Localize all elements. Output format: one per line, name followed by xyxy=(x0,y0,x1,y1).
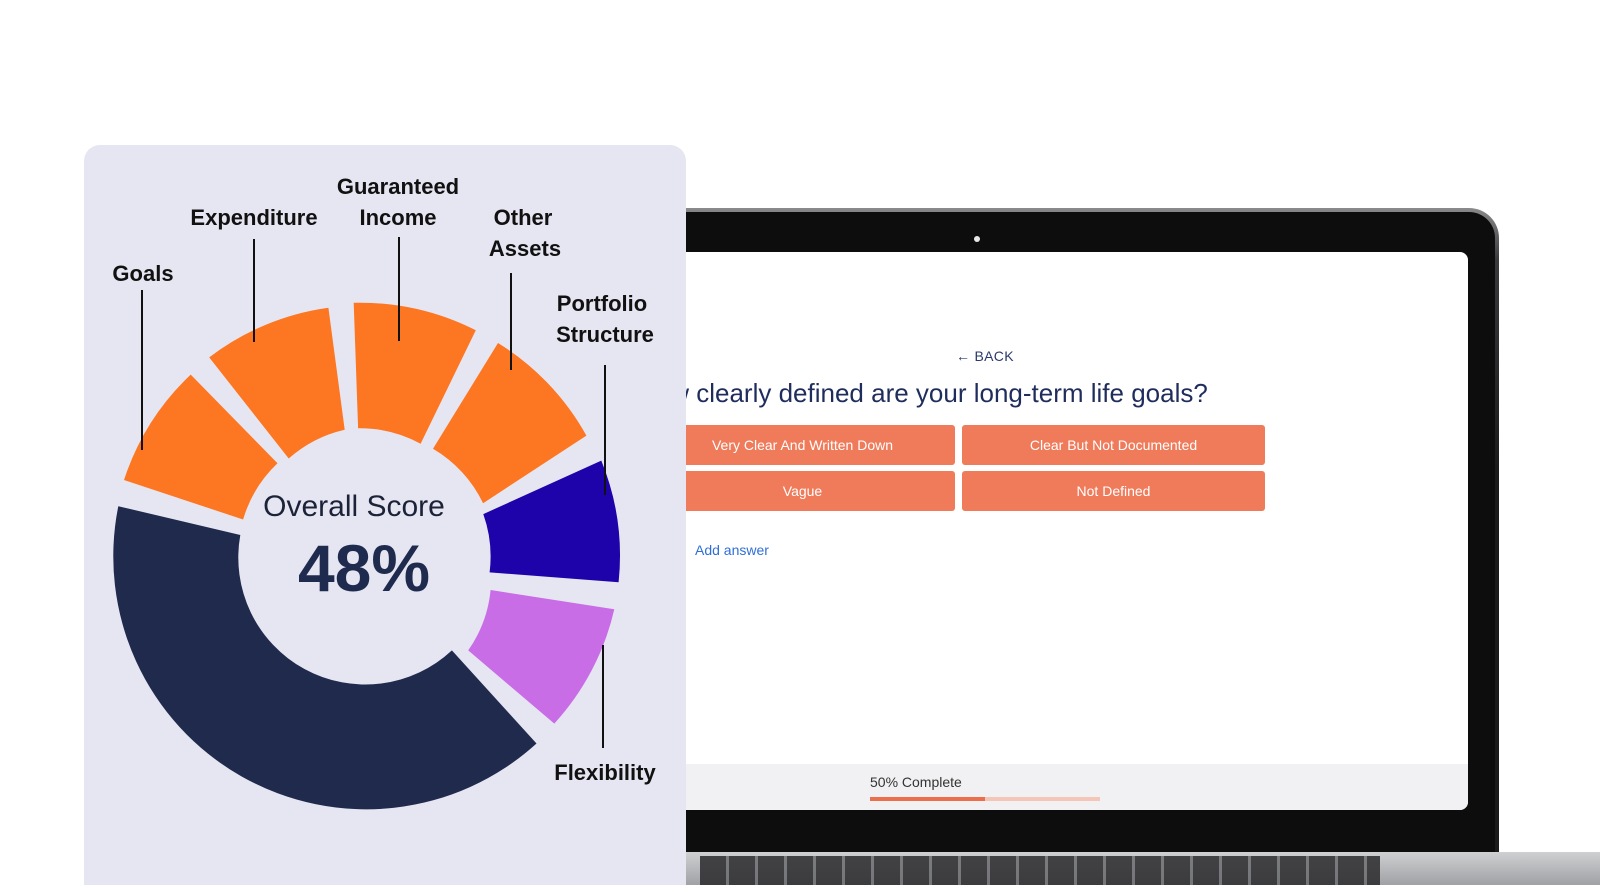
back-button[interactable]: ← BACK xyxy=(956,348,1014,364)
segment-overall xyxy=(113,506,537,810)
segment-other-assets xyxy=(433,343,587,504)
progress-bar xyxy=(870,797,1100,801)
arrow-left-icon: ← xyxy=(956,348,971,364)
laptop-keyboard xyxy=(700,856,1380,885)
progress-label: 50% Complete xyxy=(870,774,962,790)
label-other-assets-line2: Assets xyxy=(489,236,561,261)
segment-portfolio-structure xyxy=(483,460,620,583)
laptop-camera xyxy=(974,236,980,242)
label-guaranteed-income-line2: Income xyxy=(359,205,436,230)
answer-button-clear-not-documented[interactable]: Clear But Not Documented xyxy=(962,425,1265,465)
laptop-screen: ← BACK low clearly defined are your long… xyxy=(590,252,1468,810)
segment-expenditure xyxy=(209,307,345,459)
segment-guaranteed-income xyxy=(353,302,476,444)
overall-score-title: Overall Score xyxy=(263,490,445,523)
label-guaranteed-income-line1: Guaranteed xyxy=(337,174,459,199)
score-donut-chart: Goals Expenditure Guaranteed Income Othe… xyxy=(112,174,656,810)
back-label: BACK xyxy=(974,348,1014,364)
label-flexibility: Flexibility xyxy=(554,760,656,785)
label-expenditure: Expenditure xyxy=(190,205,317,230)
question-title: low clearly defined are your long-term l… xyxy=(650,378,1208,408)
progress-bar-fill xyxy=(870,797,985,801)
answer-button-vague[interactable]: Vague xyxy=(650,471,955,511)
segment-goals xyxy=(124,374,278,520)
segment-flexibility xyxy=(468,590,615,724)
label-goals: Goals xyxy=(112,261,173,286)
answer-button-very-clear[interactable]: Very Clear And Written Down xyxy=(650,425,955,465)
label-portfolio-structure-line2: Structure xyxy=(556,322,654,347)
progress-footer: 50% Complete xyxy=(590,764,1468,810)
add-answer-link[interactable]: Add answer xyxy=(695,542,769,558)
answer-button-not-defined[interactable]: Not Defined xyxy=(962,471,1265,511)
score-card: Goals Expenditure Guaranteed Income Othe… xyxy=(84,145,686,885)
label-portfolio-structure-line1: Portfolio xyxy=(557,291,647,316)
label-other-assets-line1: Other xyxy=(494,205,553,230)
overall-score-value: 48% xyxy=(297,531,431,605)
